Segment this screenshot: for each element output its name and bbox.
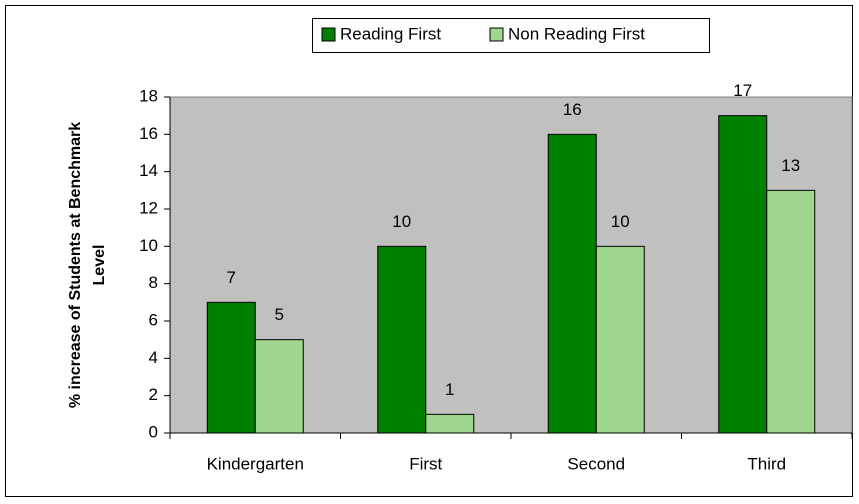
bar — [547, 133, 597, 434]
y-tick-label: 6 — [149, 310, 158, 329]
bar — [377, 245, 427, 434]
y-tick-label: 8 — [149, 273, 158, 292]
y-tick-label: 10 — [139, 236, 158, 255]
bar — [254, 339, 304, 434]
value-label: 1 — [445, 380, 454, 399]
legend-label: Non Reading First — [508, 24, 645, 43]
legend — [312, 18, 710, 53]
y-tick-label: 16 — [139, 124, 158, 143]
x-tick-label: First — [409, 454, 442, 473]
bar — [425, 413, 475, 434]
legend-swatch — [321, 27, 336, 42]
value-label: 7 — [227, 268, 236, 287]
value-label: 10 — [392, 212, 411, 231]
x-tick-label: Second — [567, 454, 625, 473]
y-tick-label: 12 — [139, 198, 158, 217]
legend-swatch — [489, 27, 504, 42]
bar — [718, 115, 768, 434]
y-tick-label: 14 — [139, 161, 158, 180]
y-tick-label: 2 — [149, 385, 158, 404]
y-axis-label: % increase of Students at Benchmark Leve… — [67, 121, 108, 409]
value-label: 10 — [611, 212, 630, 231]
x-tick-label: Kindergarten — [207, 454, 304, 473]
legend-label: Reading First — [340, 24, 441, 43]
value-label: 5 — [275, 305, 284, 324]
bar — [595, 245, 645, 434]
bar — [206, 301, 256, 434]
value-label: 16 — [563, 100, 582, 119]
y-tick-label: 0 — [149, 422, 158, 441]
value-label: 13 — [781, 156, 800, 175]
bar — [766, 189, 816, 434]
y-tick-label: 18 — [139, 86, 158, 105]
y-tick-label: 4 — [149, 348, 158, 367]
x-tick-label: Third — [747, 454, 786, 473]
value-label: 17 — [733, 81, 752, 100]
